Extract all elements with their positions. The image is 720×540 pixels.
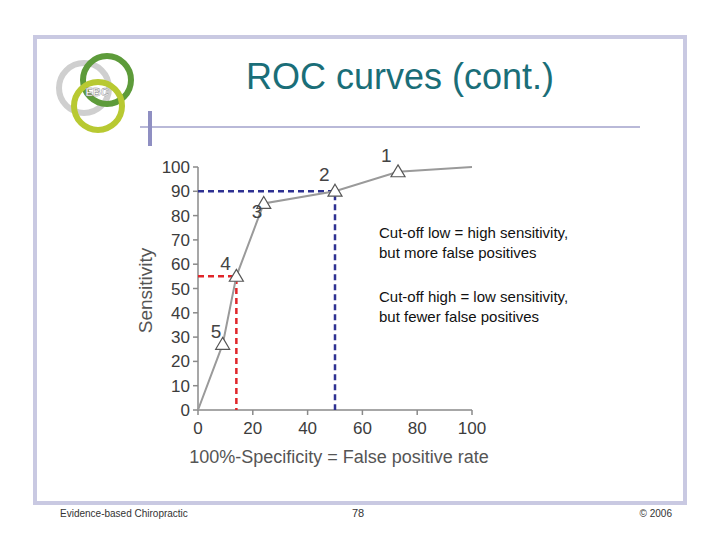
- x-tick: [362, 410, 364, 415]
- x-tick: [252, 410, 254, 415]
- y-tick-label: 20: [171, 352, 190, 371]
- y-tick: [193, 239, 198, 241]
- logo-text: EBC: [85, 86, 108, 98]
- y-tick-label: 50: [171, 280, 190, 299]
- annotation: but more false positives: [379, 244, 537, 261]
- point-label: 3: [252, 201, 263, 222]
- logo: EBC: [59, 56, 131, 130]
- y-tick: [193, 336, 198, 338]
- point-label: 2: [319, 164, 330, 185]
- y-tick-label: 10: [171, 377, 190, 396]
- footer-left: Evidence-based Chiropractic: [60, 508, 188, 519]
- slide: EBC ROC curves (cont.) Evidence-based Chir…: [0, 0, 720, 540]
- point-marker: [229, 269, 243, 281]
- cutoff-guide: [198, 276, 236, 410]
- y-tick: [193, 215, 198, 217]
- y-tick-label: 0: [181, 401, 190, 420]
- x-tick: [307, 410, 309, 415]
- y-tick: [193, 312, 198, 314]
- y-tick: [193, 288, 198, 290]
- title-rule-tick: [148, 111, 152, 146]
- y-tick-label: 30: [171, 328, 190, 347]
- x-tick-label: 60: [353, 419, 372, 438]
- x-tick-label: 40: [298, 419, 317, 438]
- y-tick-label: 40: [171, 304, 190, 323]
- y-tick-label: 80: [171, 207, 190, 226]
- page-number: 78: [352, 507, 364, 519]
- logo-ring: [74, 82, 122, 130]
- point-label: 4: [220, 253, 231, 274]
- x-tick: [197, 410, 199, 415]
- y-tick-label: 90: [171, 182, 190, 201]
- logo-ring: [83, 56, 131, 104]
- point-marker: [391, 165, 405, 177]
- annotation: but fewer false positives: [379, 308, 539, 325]
- x-tick-label: 100: [458, 419, 486, 438]
- y-tick-label: 100: [162, 158, 190, 177]
- y-tick: [193, 385, 198, 387]
- y-axis-label: Sensitivity: [135, 247, 156, 333]
- y-tick: [193, 361, 198, 363]
- frame: [35, 37, 685, 503]
- footer-right: © 2006: [640, 508, 673, 519]
- x-tick-label: 0: [193, 419, 202, 438]
- x-tick: [471, 410, 473, 415]
- annotation: Cut-off low = high sensitivity,: [379, 224, 568, 241]
- point-label: 5: [211, 321, 222, 342]
- chart: 0 10 20 30 40 50 60 70 80 90 100 0 20 40 60 80 100 100%-S…: [135, 145, 568, 467]
- y-tick-label: 60: [171, 255, 190, 274]
- x-tick-label: 80: [408, 419, 427, 438]
- x-tick-label: 20: [243, 419, 262, 438]
- point-label: 1: [381, 145, 392, 166]
- y-tick: [193, 191, 198, 193]
- cutoff-guide: [198, 191, 335, 410]
- x-axis-label: 100%-Specificity = False positive rate: [189, 447, 489, 467]
- annotation: Cut-off high = low sensitivity,: [379, 288, 568, 305]
- x-tick: [416, 410, 418, 415]
- title: ROC curves (cont.): [246, 56, 554, 97]
- y-tick-label: 70: [171, 231, 190, 250]
- y-tick: [193, 166, 198, 168]
- y-tick: [193, 263, 198, 265]
- point-marker: [328, 184, 342, 196]
- title-rule: [140, 126, 640, 128]
